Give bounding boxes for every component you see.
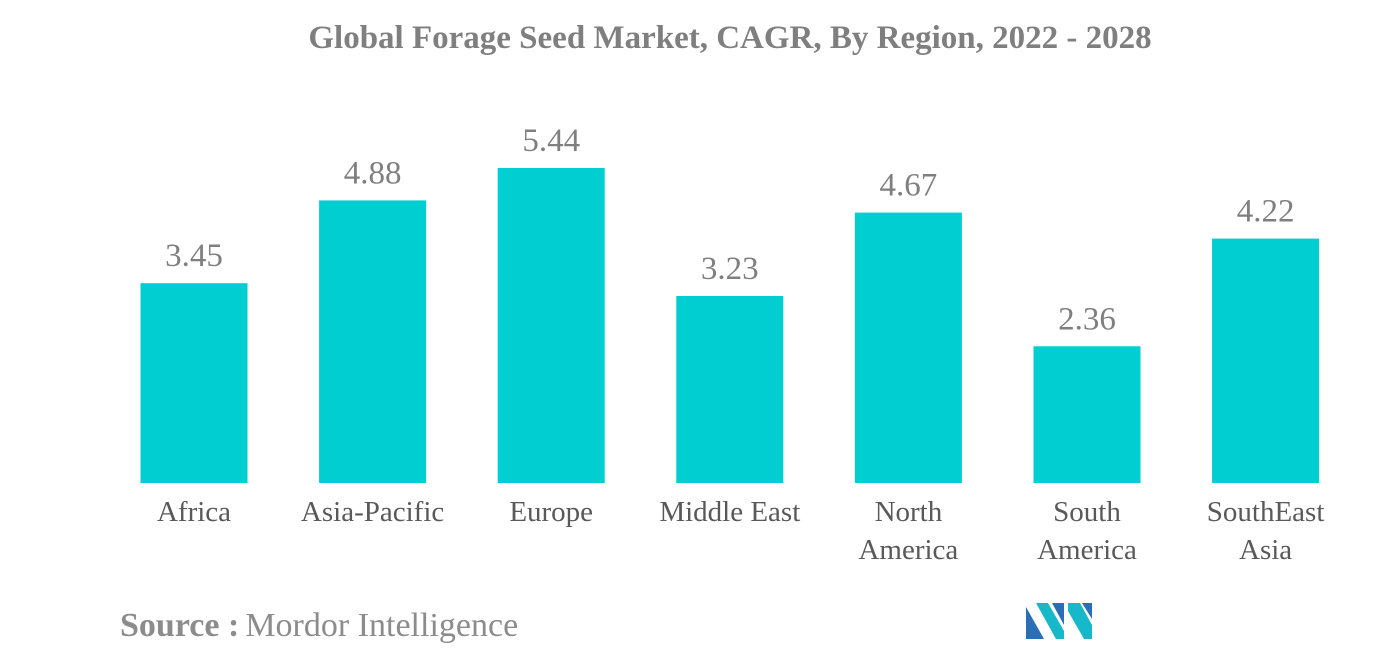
category-label-2: Europe: [509, 496, 593, 528]
value-label-4: 4.67: [880, 168, 938, 204]
category-label-1: Asia-Pacific: [301, 496, 444, 528]
logo-shape-mid: [1036, 603, 1064, 639]
value-label-1: 4.88: [344, 155, 402, 191]
source-label: Source :: [120, 607, 240, 644]
bar-4: [854, 212, 962, 483]
chart-title: Global Forage Seed Market, CAGR, By Regi…: [308, 20, 1152, 56]
bar-chart: 3.45 4.88 5.44 3.23 4.67 2.36 4.22 Africa Asia-…: [140, 123, 1324, 566]
value-label-3: 3.23: [701, 251, 759, 287]
category-label-6: SouthEast Asia: [1207, 496, 1325, 566]
bar-6: [1212, 238, 1320, 483]
value-label-5: 2.36: [1058, 301, 1116, 337]
category-label-3: Middle East: [659, 496, 800, 528]
value-labels-group: 3.45 4.88 5.44 3.23 4.67 2.36 4.22: [165, 123, 1294, 337]
category-labels-group: Africa Asia-Pacific Europe Middle East North…: [157, 496, 1324, 566]
category-label-4: North America: [858, 496, 958, 566]
source-text: Mordor Intelligence: [245, 607, 519, 644]
bar-2: [497, 168, 605, 483]
value-label-6: 4.22: [1237, 194, 1295, 230]
logo-shape-right2: [1082, 603, 1092, 619]
source-note: Source : Mordor Intelligence: [120, 607, 518, 645]
category-label-5: South America: [1037, 496, 1137, 566]
bars-group: [140, 168, 1320, 483]
logo-shape-left: [1026, 607, 1044, 639]
bar-0: [140, 283, 248, 483]
value-label-0: 3.45: [165, 238, 223, 274]
mordor-intelligence-logo-icon: [1026, 603, 1092, 639]
value-label-2: 5.44: [522, 123, 580, 159]
logo-shape-right: [1068, 603, 1092, 639]
bar-1: [319, 200, 427, 483]
bar-5: [1033, 346, 1141, 483]
logo-shape-mid2: [1052, 603, 1064, 625]
category-label-0: Africa: [157, 496, 231, 528]
bar-3: [676, 296, 784, 483]
